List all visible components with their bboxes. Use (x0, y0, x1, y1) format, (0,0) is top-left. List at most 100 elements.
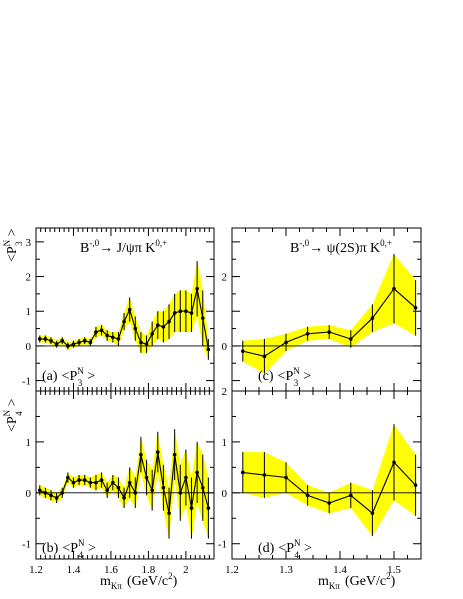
data-point (200, 316, 205, 320)
data-point (184, 309, 188, 314)
data-point (349, 493, 353, 498)
data-point (54, 342, 59, 346)
data-point (284, 475, 288, 480)
data-point (77, 340, 81, 345)
band-a (39, 260, 209, 360)
data-point (139, 340, 143, 345)
x-tick-label: 1.4 (67, 564, 81, 576)
y-tick-label: 1 (26, 437, 32, 449)
data-point (82, 338, 87, 343)
data-point (122, 319, 126, 324)
data-point (172, 311, 177, 315)
y-tick-label: -1 (22, 539, 31, 551)
data-point (111, 480, 115, 485)
data-point (133, 491, 138, 495)
y-tick-label: 2 (26, 272, 32, 284)
data-point (144, 342, 149, 346)
data-point (206, 506, 211, 510)
data-point (413, 483, 418, 487)
data-point (127, 480, 132, 485)
x-tick-label: 1.5 (387, 564, 401, 576)
data-point (116, 337, 121, 341)
data-point (189, 311, 194, 315)
data-point (392, 460, 396, 465)
data-point (241, 349, 245, 353)
y-tick-label: 2 (222, 386, 228, 398)
data-point (155, 450, 160, 454)
x-tick-label: 1.2 (29, 564, 43, 576)
data-point (127, 307, 132, 312)
y-tick-label: 1 (222, 437, 228, 449)
x-tick-label: 1.3 (279, 564, 293, 576)
data-point (178, 491, 183, 495)
x-tick-label: 1.8 (142, 564, 156, 576)
panel-b-label: (b) <PN 4 > (42, 538, 96, 560)
xlabel-left: mKπ (GeV/c2) (100, 571, 178, 591)
data-point (305, 331, 310, 336)
data-point (111, 335, 115, 340)
data-point (370, 511, 375, 515)
data-point (71, 342, 76, 346)
data-point (262, 473, 267, 477)
data-point (150, 488, 154, 493)
data-point (37, 337, 42, 341)
data-point (66, 344, 70, 348)
data-point (94, 480, 98, 485)
data-point (284, 340, 288, 345)
data-point (370, 316, 375, 320)
panel-a-title: B-,0→ J/ψπ K0,+ (80, 238, 167, 256)
data-point (60, 338, 65, 343)
data-point (184, 475, 188, 480)
panel-c-title: B-,0→ ψ(2S)π K0,+ (290, 238, 392, 256)
data-point (43, 337, 48, 341)
data-point (139, 452, 143, 457)
y-tick-label: 0 (222, 488, 228, 500)
data-point (43, 491, 48, 495)
panel-a-label: (a) <PN 3 > (42, 366, 95, 388)
y-tick-label: 0 (26, 341, 32, 353)
data-point (49, 338, 53, 343)
data-point (105, 333, 109, 338)
panel-b: -1 0 1 1.2 1.4 1.6 1.8 2 (22, 390, 215, 576)
panel-a: -1 0 1 2 3 (22, 227, 215, 392)
data-point (94, 330, 98, 334)
y-tick-label: -1 (218, 539, 227, 551)
data-point (54, 496, 59, 500)
y-tick-label: 0 (26, 488, 32, 500)
y-tick-label: 2 (222, 272, 228, 284)
data-point (60, 491, 65, 495)
data-point (189, 506, 194, 510)
x-tick-label: 2 (183, 564, 189, 576)
data-point (161, 485, 166, 490)
ylabel-p4: <PN 4> (2, 398, 24, 432)
data-point (99, 478, 104, 482)
data-point (82, 478, 87, 482)
data-point (413, 305, 418, 310)
y-tick-label: 3 (26, 237, 32, 249)
data-point (37, 488, 42, 493)
data-point (195, 470, 199, 475)
data-point (49, 493, 53, 498)
data-point (77, 478, 81, 482)
data-point (392, 286, 396, 291)
data-point (88, 340, 93, 345)
panel-c: 02 (222, 227, 422, 392)
data-point (327, 330, 332, 334)
data-point (88, 480, 93, 485)
data-point (178, 309, 183, 314)
data-point (305, 493, 310, 498)
data-point (105, 488, 109, 493)
y-tick-label: 1 (26, 306, 32, 318)
band-b (39, 429, 209, 539)
data-point (150, 331, 154, 336)
data-point (66, 475, 70, 480)
x-tick-label: 1.2 (225, 564, 239, 576)
panel-d-label: (d) <PN 4 > (258, 538, 312, 560)
data-point (99, 328, 104, 333)
panel-d: -1 0 1 2 1.2 1.3 1.4 1.5 (218, 386, 422, 576)
data-point (161, 325, 166, 329)
data-point (167, 511, 171, 515)
y-tick-label: 0 (222, 341, 228, 353)
data-point (133, 326, 138, 331)
